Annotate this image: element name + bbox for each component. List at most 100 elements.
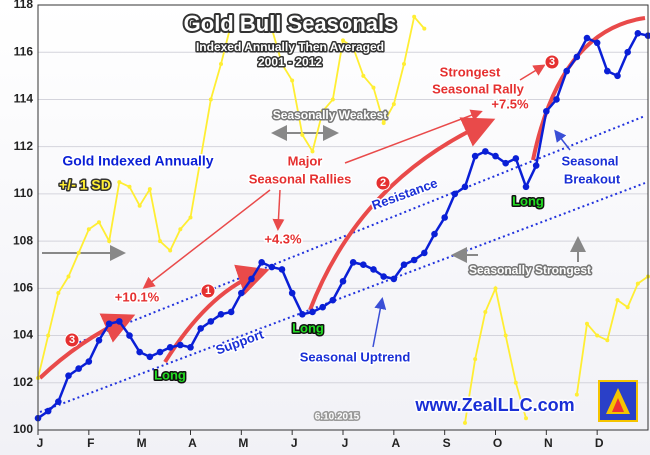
series-point: [391, 102, 396, 107]
series-point: [147, 187, 152, 192]
series-point: [320, 109, 325, 114]
series-point: [330, 97, 335, 102]
series-point: [410, 256, 418, 264]
y-tick-label: 104: [13, 328, 33, 342]
series-point: [482, 148, 489, 155]
series-point: [502, 159, 509, 167]
pointer: [142, 189, 271, 289]
series-point: [635, 281, 640, 286]
plot-border: [37, 4, 649, 431]
x-tick-label: S: [443, 436, 451, 450]
series-point: [585, 321, 589, 326]
series-point: [75, 365, 82, 372]
series-point: [248, 275, 255, 283]
series-point: [319, 303, 326, 311]
series-point: [310, 149, 315, 154]
series-point: [360, 261, 367, 269]
series-point: [492, 152, 499, 160]
series-point: [574, 392, 579, 397]
series-point: [380, 273, 387, 280]
series-point: [563, 67, 570, 75]
series-point: [229, 21, 234, 26]
series-point: [268, 263, 276, 271]
series-point: [105, 320, 113, 328]
series-point: [95, 336, 103, 344]
series-point: [503, 333, 508, 338]
series-point: [339, 277, 347, 285]
series-point: [461, 183, 469, 191]
series-point: [136, 348, 143, 356]
series-point: [329, 296, 337, 304]
annotation: +7.5%: [491, 96, 529, 111]
series-point: [400, 261, 408, 269]
series-point: [127, 184, 132, 189]
chart-title: Gold Bull Seasonals: [184, 11, 397, 36]
series-point: [137, 203, 142, 208]
x-tick-label: F: [87, 436, 94, 450]
pointer: [554, 129, 571, 151]
series-point: [117, 180, 122, 185]
step-badge: [64, 332, 80, 348]
pointer: [272, 189, 285, 231]
series-point: [634, 30, 642, 37]
series-point: [46, 333, 51, 338]
series-point: [178, 227, 183, 232]
series-point: [126, 332, 133, 339]
logo: [598, 380, 638, 422]
series-point: [431, 230, 438, 238]
series-point: [351, 45, 356, 50]
series-point: [156, 348, 164, 356]
annotation: 1: [205, 285, 211, 297]
series-point: [371, 85, 376, 90]
series-point: [422, 26, 427, 31]
series-point: [553, 96, 560, 103]
series-point: [278, 266, 286, 273]
series-point: [217, 311, 225, 318]
series-point: [512, 155, 520, 162]
series-point: [44, 407, 52, 415]
annotation: Major: [288, 153, 323, 168]
x-tick-label: M: [238, 436, 248, 450]
series-point: [625, 305, 630, 310]
x-tick-label: J: [342, 436, 349, 450]
series-point: [543, 107, 550, 115]
annotation: +4.3%: [264, 231, 302, 246]
series-point: [86, 227, 91, 232]
series-point: [483, 309, 488, 314]
series-point: [595, 333, 600, 338]
series-point: [197, 325, 204, 332]
series-point: [107, 239, 112, 244]
series-point: [65, 372, 72, 379]
series-line: [37, 14, 426, 379]
y-tick-label: 102: [13, 375, 33, 389]
series-point: [573, 53, 581, 61]
y-tick-label: 118: [14, 0, 34, 11]
y-tick-label: 106: [13, 281, 33, 295]
series-point: [290, 78, 295, 83]
series-point: [583, 34, 591, 42]
series-point: [463, 420, 467, 425]
series-point: [55, 398, 62, 405]
annotation: Seasonal: [561, 153, 618, 168]
series-point: [158, 239, 162, 244]
annotation: +10.1%: [115, 289, 160, 304]
chart-period: 2001 - 2012: [258, 55, 322, 69]
series-point: [219, 62, 223, 67]
series-point: [269, 26, 274, 31]
step-badge: [375, 175, 391, 191]
x-tick-label: M: [137, 436, 147, 450]
series-point: [614, 72, 621, 80]
series-point: [280, 62, 284, 67]
annotation: Long: [512, 193, 544, 208]
annotation: 6.10.2015: [315, 412, 360, 423]
series-point: [349, 259, 357, 266]
series-point: [412, 14, 417, 19]
series-point: [187, 344, 194, 351]
x-tick-label: J: [291, 436, 298, 450]
series-point: [288, 289, 296, 297]
series-point: [493, 286, 498, 291]
legend-label: Gold Indexed Annually: [62, 153, 213, 169]
chart-subtitle: Indexed Annually Then Averaged: [196, 40, 384, 54]
labels: Gold Bull Seasonals Indexed Annually The…: [13, 0, 622, 450]
